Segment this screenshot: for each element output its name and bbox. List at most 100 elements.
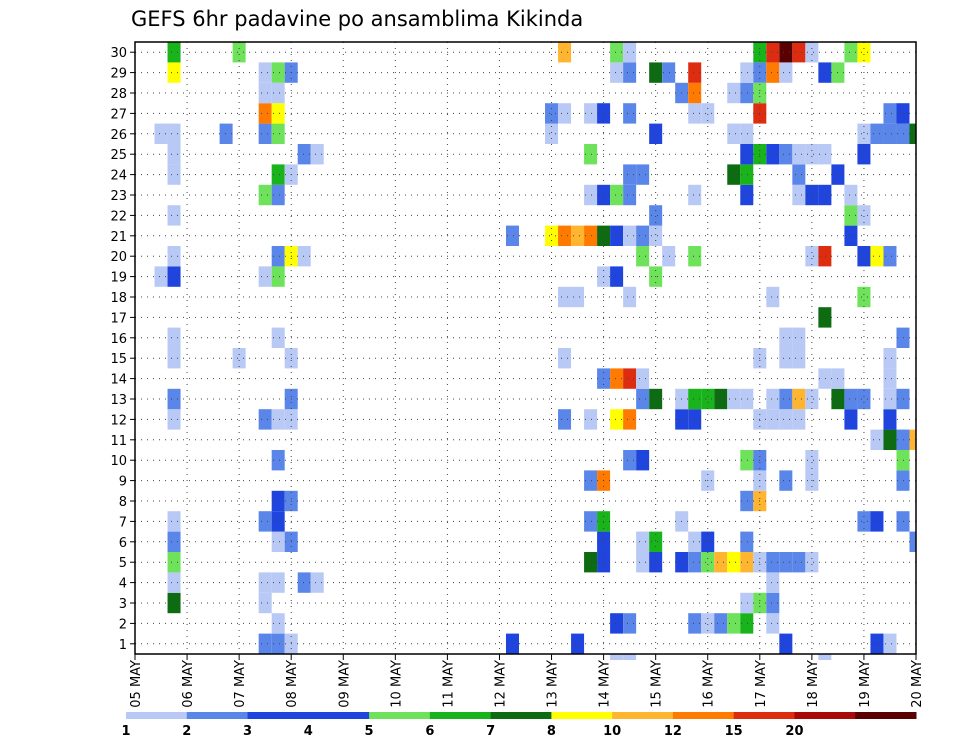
heatmap-cell	[571, 286, 585, 308]
heatmap-cell	[779, 388, 793, 410]
heatmap-cell	[271, 62, 285, 83]
heatmap-cell	[258, 409, 272, 430]
heatmap-cell	[727, 164, 741, 185]
heatmap-cell	[167, 246, 181, 267]
heatmap-cell	[740, 62, 754, 83]
heatmap-cell	[558, 42, 572, 63]
y-tick-label: 15	[110, 352, 127, 367]
heatmap-cell	[297, 572, 311, 593]
heatmap-cell	[584, 144, 598, 165]
heatmap-cell	[896, 511, 910, 532]
heatmap-cell	[623, 103, 637, 124]
heatmap-cell	[271, 184, 285, 206]
heatmap-cell	[271, 266, 285, 287]
y-axis: 1234567891011121314151617181920212223242…	[110, 46, 135, 653]
heatmap-cell	[857, 42, 871, 63]
heatmap-cell	[870, 429, 884, 450]
heatmap-cell	[610, 42, 624, 63]
heatmap-cell	[740, 592, 754, 614]
heatmap-cell	[805, 246, 819, 267]
heatmap-cell	[505, 225, 519, 246]
legend-label: 8	[547, 724, 556, 739]
heatmap-cell	[844, 225, 858, 246]
heatmap-cell	[792, 409, 806, 430]
heatmap-cell	[610, 368, 624, 389]
heatmap-cell	[258, 103, 272, 124]
x-tick-label: 05 MAY	[129, 660, 144, 708]
heatmap-cell	[805, 388, 819, 410]
heatmap-cell	[688, 62, 702, 83]
x-axis: 05 MAY 06 MAY 07 MAY 08 MAY 09 MAY 10 MAY 11 M…	[129, 654, 925, 708]
heatmap-cell	[623, 286, 637, 308]
heatmap-cell	[258, 592, 272, 614]
heatmap-cell	[701, 103, 715, 124]
heatmap-cell	[740, 388, 754, 410]
heatmap-cell	[271, 450, 285, 471]
heatmap-cell	[558, 225, 572, 246]
legend-swatch	[855, 712, 917, 719]
heatmap-cell	[610, 266, 624, 287]
heatmap-cell	[857, 511, 871, 532]
grid	[135, 42, 916, 654]
heatmap-cell	[649, 225, 663, 246]
heatmap-cell	[271, 531, 285, 552]
heatmap-cell	[896, 450, 910, 471]
heatmap-cell	[167, 327, 181, 348]
heatmap-cell	[584, 103, 598, 124]
legend-swatch	[186, 712, 249, 719]
heatmap-cell	[688, 613, 702, 634]
legend-swatch	[126, 712, 188, 719]
heatmap-cell	[271, 164, 285, 185]
heatmap-cell	[805, 450, 819, 471]
heatmap-cell	[818, 654, 832, 660]
heatmap-cell	[818, 246, 832, 267]
heatmap-cell	[883, 429, 897, 450]
heatmap-cell	[167, 388, 181, 410]
legend-swatch	[308, 712, 370, 719]
heatmap-cell	[167, 511, 181, 532]
heatmap-cell	[766, 552, 780, 573]
heatmap-cell	[779, 42, 793, 63]
y-tick-label: 14	[110, 373, 127, 388]
heatmap-cell	[766, 572, 780, 593]
heatmap-cell	[896, 470, 910, 491]
heatmap-cell	[271, 103, 285, 124]
heatmap-cell	[727, 613, 741, 634]
heatmap-cell	[258, 633, 272, 654]
heatmap-cell	[766, 409, 780, 430]
heatmap-cell	[857, 246, 871, 267]
legend-label: 4	[304, 724, 313, 739]
heatmap-cell	[740, 144, 754, 165]
heatmap-cell	[610, 613, 624, 634]
y-tick-label: 6	[119, 536, 127, 551]
heatmap-cell	[766, 613, 780, 634]
heatmap-cell	[779, 327, 793, 348]
heatmap-cell	[909, 429, 916, 450]
heatmap-cell	[167, 409, 181, 430]
heatmap-cell	[792, 552, 806, 573]
heatmap-cell	[623, 613, 637, 634]
y-tick-label: 2	[119, 617, 127, 632]
heatmap-cell	[870, 123, 884, 144]
heatmap-cell	[779, 470, 793, 491]
heatmap-cell	[857, 388, 871, 410]
heatmap-cell	[167, 552, 181, 573]
legend-label: 15	[725, 724, 743, 739]
y-tick-label: 12	[110, 413, 127, 428]
legend-label: 12	[664, 724, 682, 739]
heatmap-cell	[844, 42, 858, 63]
heatmap-cell	[740, 82, 754, 104]
heatmap-cell	[271, 490, 285, 512]
heatmap-cell	[740, 613, 754, 634]
heatmap-cell	[649, 388, 663, 410]
heatmap-cell	[558, 286, 572, 308]
heatmap-cell	[167, 348, 181, 369]
heatmap-cell	[805, 184, 819, 206]
legend-label: 10	[603, 724, 621, 739]
heatmap-cell	[649, 552, 663, 573]
legend-label: 3	[243, 724, 252, 739]
x-tick-label: 06 MAY	[181, 660, 196, 708]
x-tick-label: 15 MAY	[650, 660, 665, 708]
heatmap-cell	[610, 654, 624, 660]
heatmap-cell	[297, 246, 311, 267]
